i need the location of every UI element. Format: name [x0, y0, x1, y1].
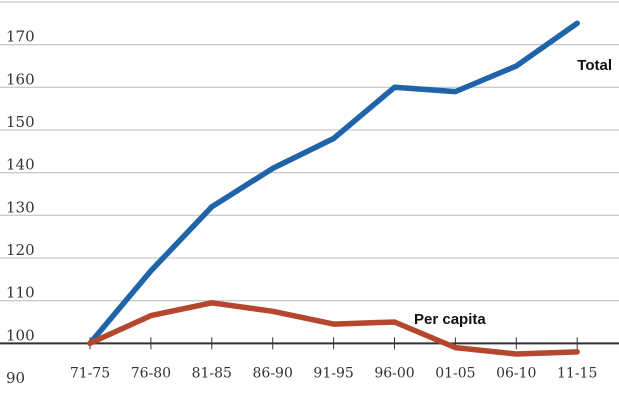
y-tick-label-140: 140 [6, 156, 35, 174]
y-tick-label-130: 130 [6, 198, 35, 216]
x-tick-label-11-15: 11-15 [557, 365, 597, 381]
series-line-per-capita [87, 300, 580, 357]
x-tick-label-01-05: 01-05 [435, 365, 475, 381]
y-tick-label-170: 170 [6, 28, 35, 46]
y-tick-label-100: 100 [6, 326, 35, 344]
x-tick-label-06-10: 06-10 [496, 365, 536, 381]
x-tick-label-81-85: 81-85 [192, 365, 232, 381]
series-label-total: Total [577, 57, 612, 74]
y-tick-label-120: 120 [6, 241, 35, 259]
y-tick-label-110: 110 [6, 284, 35, 302]
x-tick-label-76-80: 76-80 [131, 365, 171, 381]
x-tick-label-86-90: 86-90 [253, 365, 293, 381]
x-tick-label-96-00: 96-00 [374, 365, 414, 381]
x-tick-label-71-75: 71-75 [70, 365, 110, 381]
y-tick-label-180: 180 [6, 0, 35, 3]
y-tick-label-160: 160 [6, 70, 35, 88]
y-tick-label-150: 150 [6, 113, 35, 131]
x-tick-label-91-95: 91-95 [313, 365, 353, 381]
series-line-total [87, 20, 580, 347]
y-tick-label-90: 90 [6, 369, 25, 387]
series-label-per-capita: Per capita [414, 311, 486, 328]
